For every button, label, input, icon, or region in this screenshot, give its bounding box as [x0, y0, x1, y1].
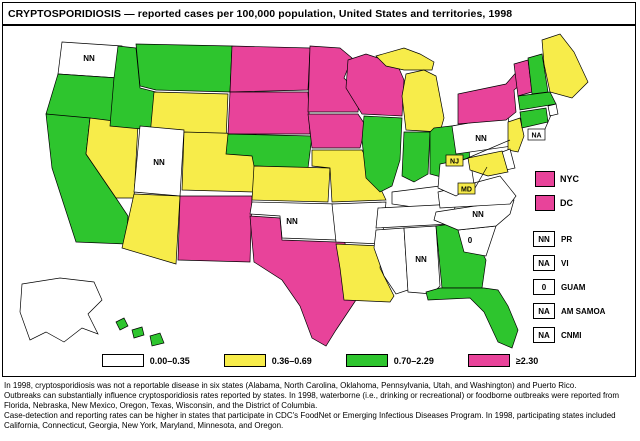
footnote-1: In 1998, cryptosporidiosis was not a rep… [4, 381, 577, 390]
territory-row-1: NA VI [533, 255, 569, 271]
footnote-3: Case-detection and reporting rates can b… [4, 411, 616, 430]
state-KS [251, 165, 331, 203]
state-MD [467, 150, 509, 177]
city-row-0: NYC [535, 171, 579, 187]
state-SC [457, 225, 497, 257]
territory-label-vi: VI [561, 258, 569, 268]
callout-box-MD [457, 182, 476, 195]
callout-box-NJ [445, 154, 464, 167]
state-RI [547, 103, 559, 117]
legend-item-3: ≥2.30 [467, 354, 539, 367]
legend-label-3: ≥2.30 [515, 355, 539, 366]
legend-item-0: 0.00–0.35 [101, 354, 190, 367]
state-HI [131, 326, 145, 339]
callout-label-NA: NA [531, 133, 541, 140]
figure-title: CRYPTOSPORIDIOSIS — reported cases per 1… [3, 3, 635, 26]
state-ND [229, 45, 311, 93]
legend-item-1: 0.36–0.69 [223, 354, 312, 367]
city-swatch-0 [535, 171, 555, 187]
legend-swatch-2 [345, 354, 388, 367]
territory-label-pr: PR [561, 234, 573, 244]
state-ME [541, 33, 589, 99]
state-IL [361, 115, 403, 193]
state-CT [519, 107, 549, 129]
state-label-UT: NN [153, 158, 165, 167]
callout-line-NA [544, 114, 552, 130]
state-FL [425, 287, 519, 349]
callout-label-NJ: NJ [450, 159, 459, 166]
state-AZ [121, 193, 181, 265]
legend-swatch-3 [467, 354, 510, 367]
city-row-1: DC [535, 195, 573, 211]
state-label-AL: NN [415, 255, 427, 264]
territory-row-0: NN PR [533, 231, 572, 247]
territory-label-amsamoa: AM SAMOA [561, 306, 606, 316]
state-label-OK: NN [286, 217, 298, 226]
city-label-nyc: NYC [560, 174, 580, 184]
territory-value-vi: NA [533, 255, 555, 271]
territory-value-pr: NN [533, 231, 555, 247]
state-SD [227, 91, 311, 135]
state-MT [135, 43, 233, 93]
territory-label-guam: GUAM [561, 282, 586, 292]
state-HI [149, 332, 165, 347]
legend-swatch-1 [223, 354, 266, 367]
legend-label-1: 0.36–0.69 [271, 355, 312, 366]
state-NH [527, 53, 549, 95]
territory-value-cnmi: NA [533, 327, 555, 343]
state-MI [401, 69, 445, 133]
callout-box-NA [527, 128, 546, 141]
city-label-dc: DC [560, 198, 573, 208]
footnotes: In 1998, cryptosporidiosis was not a rep… [4, 381, 636, 431]
state-label-WA: NN [83, 54, 95, 63]
callout-line-NJ [462, 139, 511, 161]
legend-swatch-0 [101, 354, 144, 367]
territory-row-4: NA CNMI [533, 327, 581, 343]
callout-label-MD: MD [461, 187, 472, 194]
state-IA [307, 113, 367, 149]
territory-row-3: NA AM SAMOA [533, 303, 605, 319]
state-NJ [507, 117, 525, 153]
territory-value-amsamoa: NA [533, 303, 555, 319]
territory-row-2: 0 GUAM [533, 279, 585, 295]
state-IN [401, 131, 431, 183]
legend-label-0: 0.00–0.35 [149, 355, 190, 366]
callout-line-MD [474, 166, 488, 189]
state-label-SC: 0 [468, 236, 473, 245]
us-map-svg: NN NN NN NN 0 NN NN NJ MD NA [19, 33, 589, 349]
footnote-2: Outbreaks can substantially influence cr… [4, 391, 619, 410]
territory-value-guam: 0 [533, 279, 555, 295]
state-WI [345, 53, 405, 117]
state-NM [177, 195, 253, 263]
city-swatch-1 [535, 195, 555, 211]
state-TX [249, 215, 357, 347]
legend-label-2: 0.70–2.29 [393, 355, 434, 366]
state-HI [115, 317, 129, 331]
range-legend: 0.00–0.35 0.36–0.69 0.70–2.29 ≥2.30 [0, 354, 640, 367]
state-label-NC: NN [472, 210, 484, 219]
legend-item-2: 0.70–2.29 [345, 354, 434, 367]
state-AK [19, 277, 103, 343]
state-MI [375, 47, 435, 71]
state-NC [433, 199, 515, 231]
state-NY [457, 67, 527, 125]
state-label-PA: NN [475, 134, 487, 143]
territory-label-cnmi: CNMI [561, 330, 582, 340]
